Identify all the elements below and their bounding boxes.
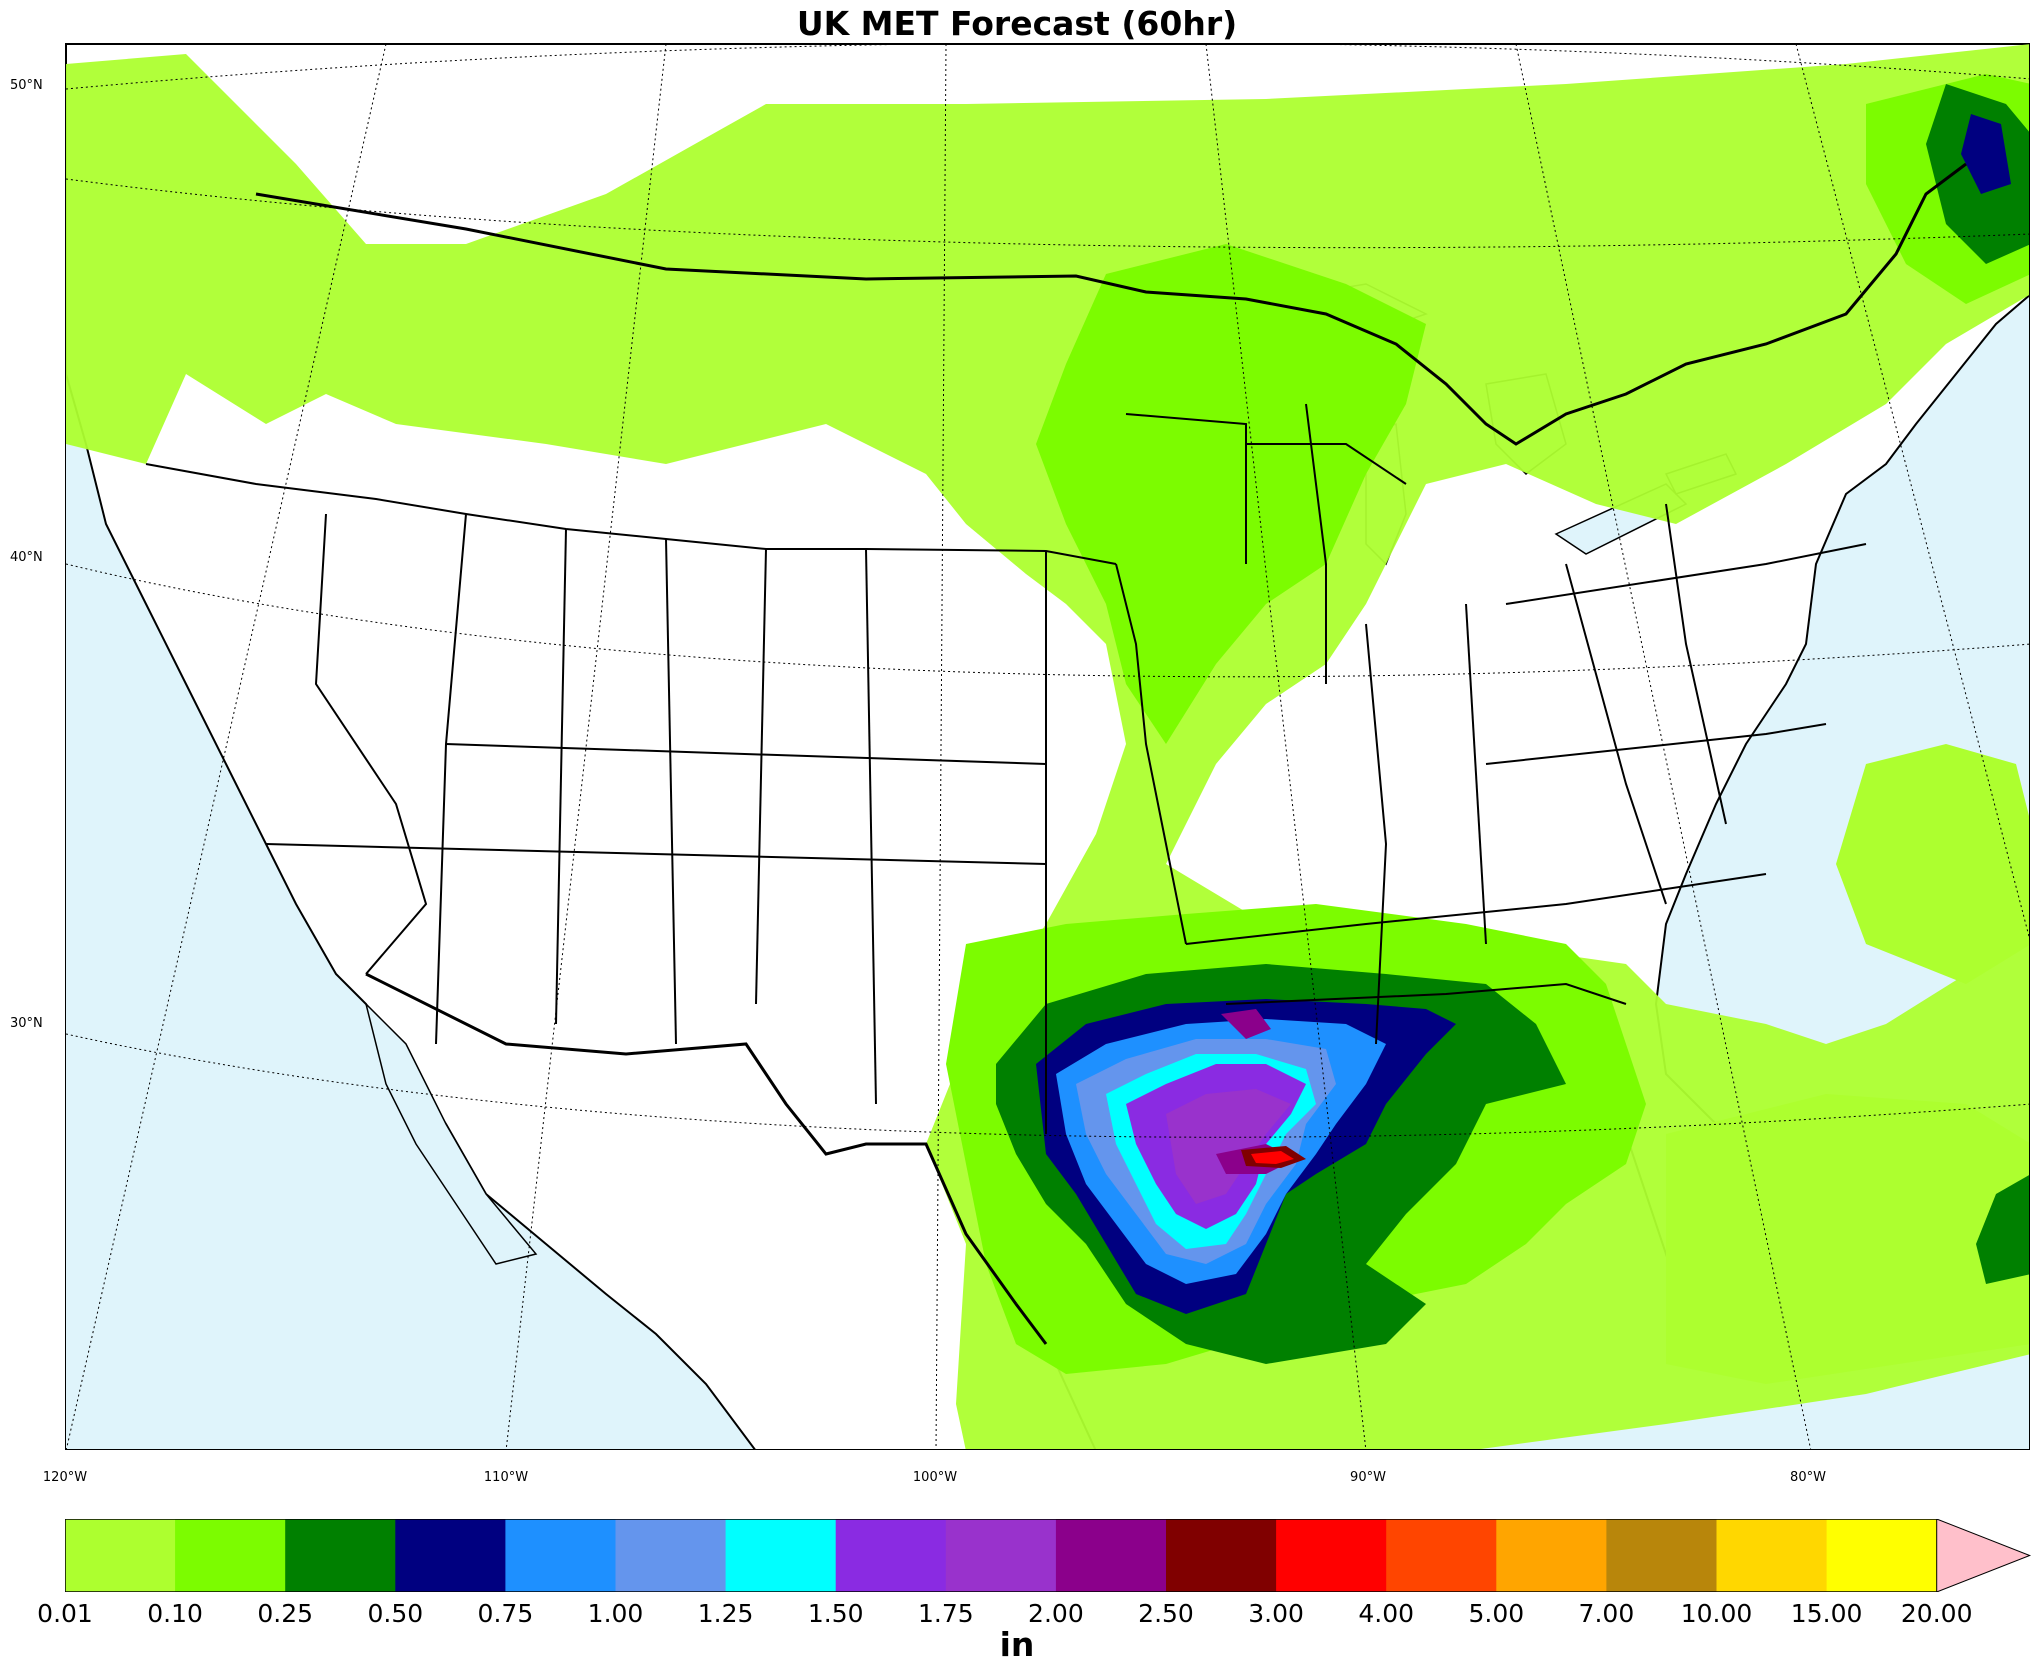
colorbar-tick-label: 0.25 xyxy=(257,1599,314,1628)
colorbar-segment xyxy=(1606,1519,1717,1592)
precip-0.01-cuba xyxy=(1666,1094,2029,1384)
gulf-of-california xyxy=(364,1001,538,1265)
colorbar-tick-label: 15.00 xyxy=(1790,1599,1863,1628)
lat-label-40: 40°N xyxy=(10,550,43,565)
political-borders xyxy=(145,162,1967,1345)
colorbar-segment xyxy=(1166,1519,1277,1592)
colorbar-tick-label: 4.00 xyxy=(1358,1599,1415,1628)
colorbar-segment xyxy=(1055,1519,1167,1592)
colorbar-segment xyxy=(175,1519,286,1592)
colorbar-unit-label: in xyxy=(999,1625,1035,1664)
colorbar-segment xyxy=(1276,1519,1387,1592)
precipitation-map xyxy=(66,44,2029,1449)
map-panel xyxy=(65,43,2030,1450)
lon-label-80w: 80°W xyxy=(1790,1470,1826,1485)
colorbar-segment xyxy=(725,1519,837,1592)
colorbar-tick-label: 5.00 xyxy=(1468,1599,1525,1628)
us-mexico-border xyxy=(365,972,1048,1345)
precip-1.75 xyxy=(1166,1089,1291,1204)
colorbar-tick-label: 3.00 xyxy=(1248,1599,1304,1628)
colorbar-tick-label: 10.00 xyxy=(1680,1599,1753,1628)
colorbar-segment xyxy=(395,1519,506,1592)
colorbar xyxy=(65,1519,2032,1592)
lat-label-30: 30°N xyxy=(10,1016,43,1031)
colorbar-tick-label: 7.00 xyxy=(1578,1599,1635,1628)
colorbar-tick-label: 2.00 xyxy=(1028,1599,1084,1628)
colorbar-segment xyxy=(65,1519,176,1592)
colorbar-tick-label: 0.01 xyxy=(37,1599,93,1628)
colorbar-segment xyxy=(1496,1519,1607,1592)
colorbar-segment xyxy=(285,1519,396,1592)
precip-0.50-ne xyxy=(1961,114,2011,194)
colorbar-segment xyxy=(1386,1519,1497,1592)
colorbar-extend-arrow xyxy=(1936,1519,2032,1592)
colorbar-tick-label: 0.75 xyxy=(477,1599,534,1628)
us-canada-border xyxy=(255,162,1967,446)
colorbar-segment xyxy=(945,1519,1057,1592)
precip-3.00 xyxy=(1251,1151,1294,1164)
colorbar-tick-label: 1.00 xyxy=(587,1599,644,1628)
lon-label-100w: 100°W xyxy=(912,1470,958,1485)
colorbar-tick-label: 1.50 xyxy=(807,1599,864,1628)
colorbar-tick-label: 20.00 xyxy=(1900,1599,1973,1628)
colorbar-segment xyxy=(835,1519,947,1592)
precip-0.01-atlantic xyxy=(1836,744,2029,984)
precip-2.00-north xyxy=(1221,1009,1271,1039)
map-title: UK MET Forecast (60hr) xyxy=(796,4,1238,43)
colorbar-segment xyxy=(1826,1519,1938,1592)
colorbar-segment xyxy=(1716,1519,1828,1592)
graticule xyxy=(66,44,2029,1449)
colorbar-tick-label: 2.50 xyxy=(1138,1599,1194,1628)
colorbar-tick-label: 1.25 xyxy=(697,1599,754,1628)
colorbar-segment xyxy=(615,1519,727,1592)
lon-label-110w: 110°W xyxy=(483,1470,529,1485)
colorbar-tick-label: 1.75 xyxy=(917,1599,974,1628)
lat-label-50: 50°N xyxy=(10,78,43,93)
precip-0.25-atl xyxy=(1976,1175,2029,1284)
lon-label-90w: 90°W xyxy=(1350,1470,1386,1485)
precip-0.10 xyxy=(1036,244,1426,744)
colorbar-tick-label: 0.10 xyxy=(147,1599,203,1628)
colorbar-tick-label: 0.50 xyxy=(367,1599,424,1628)
lon-label-120w: 120°W xyxy=(42,1470,88,1485)
colorbar-segment xyxy=(505,1519,616,1592)
